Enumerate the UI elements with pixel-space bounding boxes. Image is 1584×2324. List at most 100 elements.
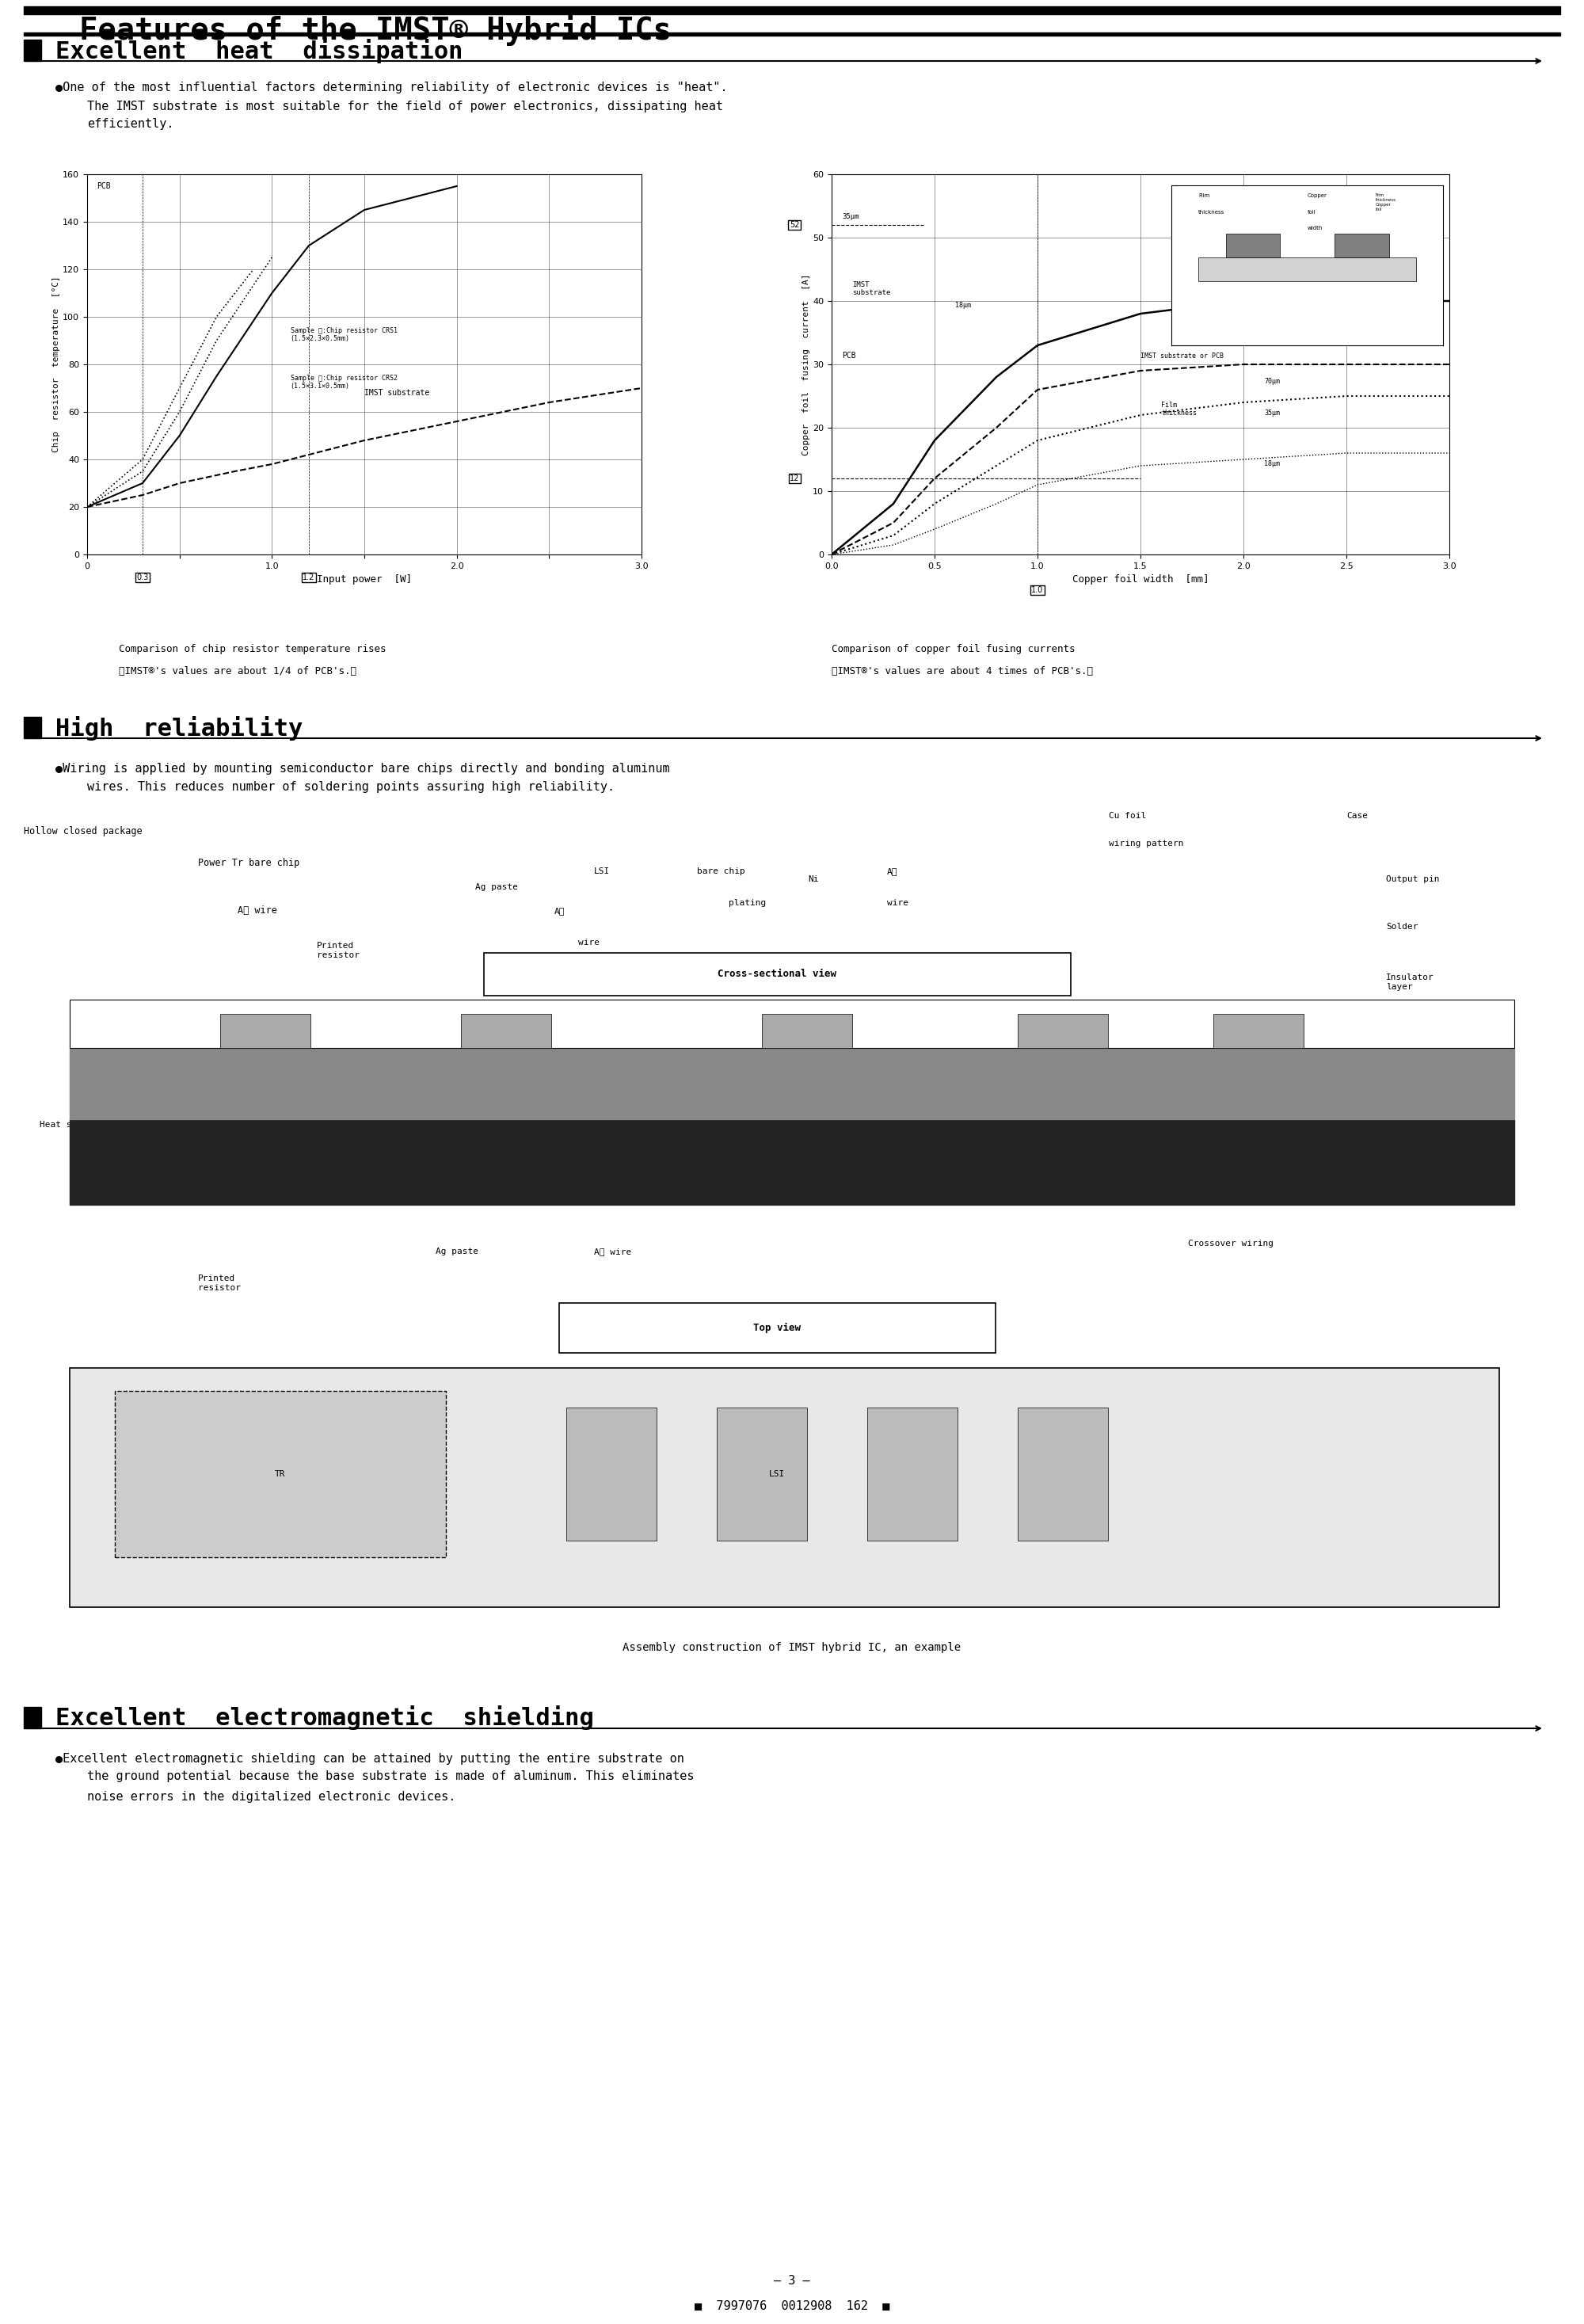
IMST substrate: [299, 442, 318, 469]
Text: Comparison of copper foil fusing currents: Comparison of copper foil fusing current…: [832, 644, 1076, 655]
Bar: [1213, 1013, 1304, 1048]
Text: wiring pattern: wiring pattern: [1109, 839, 1183, 848]
Text: Ultrasonic
bonding: Ultrasonic bonding: [567, 1543, 621, 1562]
Text: Ag paste: Ag paste: [436, 1248, 478, 1255]
IMST substrate: [540, 388, 559, 416]
Text: Functional
trimming: Functional trimming: [290, 1559, 344, 1578]
IMST substrate: [632, 374, 651, 402]
Bar: [70, 999, 1514, 1048]
Text: 70μm: 70μm: [1264, 379, 1280, 386]
Text: 35μm: 35μm: [843, 214, 859, 221]
IMST substrate: [169, 469, 188, 497]
Text: Film
thickness: Film thickness: [1161, 402, 1198, 416]
IMST substrate: [133, 481, 152, 509]
Text: The IMST substrate is most suitable for the field of power electronics, dissipat: The IMST substrate is most suitable for …: [87, 100, 722, 114]
Text: Printed
resistor: Printed resistor: [317, 941, 360, 960]
Text: IMST substrate(GND potential): IMST substrate(GND potential): [724, 1215, 860, 1222]
Text: Aℓ wire: Aℓ wire: [238, 906, 277, 916]
Text: plating: plating: [729, 899, 767, 906]
Text: 【IMST®'s values are about 4 times of PCB's.】: 【IMST®'s values are about 4 times of PCB…: [832, 667, 1093, 676]
PCB: [263, 279, 282, 307]
Text: Cross-sectional view: Cross-sectional view: [718, 969, 836, 978]
Text: Insulator
layer: Insulator layer: [1386, 974, 1434, 990]
Text: Excellent  electromagnetic  shielding: Excellent electromagnetic shielding: [55, 1706, 594, 1731]
Text: Assembly construction of IMST hybrid IC, an example: Assembly construction of IMST hybrid IC,…: [623, 1643, 961, 1652]
Text: Cu foil
wiring pattern: Cu foil wiring pattern: [794, 1543, 870, 1562]
Text: Hollow closed package: Hollow closed package: [24, 827, 143, 837]
PCB: [169, 421, 188, 449]
Text: 12: 12: [790, 474, 800, 483]
Text: Aluminum substrate: Aluminum substrate: [1386, 1050, 1483, 1057]
Bar: [70, 1367, 1498, 1608]
Text: ●Wiring is applied by mounting semiconductor bare chips directly and bonding alu: ●Wiring is applied by mounting semicondu…: [55, 762, 670, 774]
PCB: [78, 493, 97, 521]
IMST substrate: [78, 493, 97, 521]
PCB: [447, 172, 466, 200]
Text: Heat spreader: Heat spreader: [40, 1120, 109, 1129]
Text: High  reliability: High reliability: [55, 716, 303, 741]
Text: the ground potential because the base substrate is made of aluminum. This elimin: the ground potential because the base su…: [87, 1771, 694, 1783]
Bar: [220, 1013, 310, 1048]
FancyBboxPatch shape: [559, 1304, 995, 1353]
Text: Output pin: Output pin: [1386, 876, 1440, 883]
Text: TR: TR: [276, 1471, 285, 1478]
Text: 1.0: 1.0: [1031, 586, 1044, 595]
Bar: [114, 1392, 447, 1557]
Text: 0.3: 0.3: [136, 574, 149, 581]
Text: — 3 —: — 3 —: [775, 2275, 809, 2287]
Text: Aℓ: Aℓ: [887, 867, 898, 876]
Text: bare chip: bare chip: [697, 867, 744, 876]
Text: ■  7997076  0012908  162  ■: ■ 7997076 0012908 162 ■: [694, 2301, 890, 2312]
Text: Case: Case: [1346, 811, 1369, 820]
Bar: [716, 1408, 808, 1541]
Text: Features of the IMST® Hybrid ICs: Features of the IMST® Hybrid ICs: [79, 14, 672, 46]
Y-axis label: Chip  resistor  temperature  [°C]: Chip resistor temperature [°C]: [52, 277, 60, 453]
Text: wires. This reduces number of soldering points assuring high reliability.: wires. This reduces number of soldering …: [87, 781, 615, 792]
Bar: [24, 33, 1560, 35]
Bar: [1017, 1408, 1109, 1541]
IMST substrate: [263, 451, 282, 479]
Text: Crossover wiring: Crossover wiring: [1188, 1239, 1274, 1248]
Text: 18μm: 18μm: [1264, 460, 1280, 467]
Text: 【IMST®'s values are about 1/4 of PCB's.】: 【IMST®'s values are about 1/4 of PCB's.】: [119, 667, 356, 676]
Text: IMST substrate: IMST substrate: [364, 388, 429, 397]
Text: Ni: Ni: [808, 876, 819, 883]
Text: Printed
resistor: Printed resistor: [198, 1274, 241, 1292]
Text: Aℓ wire: Aℓ wire: [594, 1248, 632, 1255]
X-axis label: Input power  [W]: Input power [W]: [317, 574, 412, 586]
Bar: [70, 1120, 1514, 1204]
IMST substrate: [355, 428, 374, 456]
Text: Sample ②:Chip resistor CRS2
(1.5×3.1×0.5mm): Sample ②:Chip resistor CRS2 (1.5×3.1×0.5…: [290, 374, 398, 390]
Text: Sample ①:Chip resistor CRS1
(1.5×2.3×0.5mm): Sample ①:Chip resistor CRS1 (1.5×2.3×0.5…: [290, 328, 398, 342]
Text: ●Excellent electromagnetic shielding can be attained by putting the entire subst: ●Excellent electromagnetic shielding can…: [55, 1752, 684, 1764]
Bar: [868, 1408, 957, 1541]
Y-axis label: Copper  foil  fusing  current  [A]: Copper foil fusing current [A]: [803, 274, 811, 456]
Text: LSI: LSI: [594, 867, 610, 876]
Text: wire: wire: [887, 899, 908, 906]
FancyBboxPatch shape: [483, 953, 1071, 995]
Text: LSI: LSI: [768, 1471, 786, 1478]
PCB: [133, 469, 152, 497]
Text: wire: wire: [578, 939, 599, 946]
Text: 18μm: 18μm: [955, 302, 971, 309]
Bar: [70, 1048, 1514, 1120]
Line: IMST substrate: IMST substrate: [87, 388, 642, 507]
Text: IMST
substrate: IMST substrate: [852, 281, 890, 295]
Text: Power Tr bare chip: Power Tr bare chip: [198, 858, 299, 869]
IMST substrate: [225, 458, 244, 486]
Text: 52: 52: [789, 221, 800, 230]
Text: Top view: Top view: [754, 1322, 802, 1334]
Text: efficiently.: efficiently.: [87, 119, 174, 130]
Bar: [24, 7, 1560, 14]
PCB: [208, 363, 227, 390]
Bar: [24, 40, 41, 60]
Text: Excellent  heat  dissipation: Excellent heat dissipation: [55, 40, 463, 63]
Bar: [461, 1013, 551, 1048]
Text: ●One of the most influential factors determining reliability of electronic devic: ●One of the most influential factors det…: [55, 81, 727, 93]
Text: Cu foil: Cu foil: [1109, 811, 1147, 820]
PCB: [355, 195, 374, 223]
Bar: [1017, 1013, 1109, 1048]
Bar: [24, 716, 41, 739]
Text: noise errors in the digitalized electronic devices.: noise errors in the digitalized electron…: [87, 1789, 456, 1803]
Bar: [24, 1706, 41, 1729]
